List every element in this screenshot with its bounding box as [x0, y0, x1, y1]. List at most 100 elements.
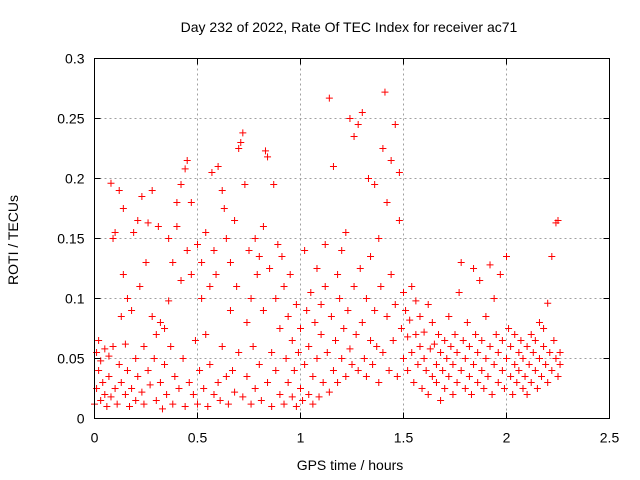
data-point: [402, 307, 410, 314]
data-point: [420, 328, 428, 336]
data-point: [259, 307, 267, 314]
y-tick-label: 0.25: [57, 111, 84, 127]
data-point: [465, 373, 473, 380]
data-point: [165, 235, 173, 242]
data-point: [554, 373, 562, 380]
data-point: [128, 385, 136, 392]
data-point: [253, 271, 261, 278]
data-point: [282, 355, 290, 362]
data-point: [535, 355, 543, 362]
data-point: [325, 388, 333, 396]
data-point: [214, 379, 222, 386]
data-point: [121, 340, 129, 348]
data-point: [342, 229, 350, 236]
data-point: [169, 259, 177, 266]
data-point: [346, 345, 354, 353]
data-point: [449, 391, 457, 398]
data-point: [482, 355, 490, 362]
x-tick-label: 0.5: [188, 430, 208, 446]
data-point: [377, 283, 385, 290]
data-point: [224, 400, 232, 408]
data-point: [175, 385, 183, 392]
data-point: [117, 313, 125, 320]
data-point: [303, 307, 311, 314]
data-point: [249, 343, 257, 350]
data-point: [432, 379, 440, 386]
data-point: [336, 295, 344, 302]
y-tick-label: 0.2: [65, 171, 85, 187]
data-point: [290, 367, 298, 374]
data-point: [111, 229, 119, 236]
data-point: [187, 271, 195, 278]
data-point: [362, 373, 370, 380]
data-point: [136, 283, 144, 290]
data-point: [488, 391, 496, 398]
data-point: [313, 265, 321, 272]
data-point: [222, 373, 230, 380]
data-point: [288, 337, 296, 344]
data-point: [272, 295, 280, 302]
data-point: [268, 403, 276, 410]
data-point: [311, 319, 319, 326]
data-point: [214, 163, 222, 170]
data-point: [538, 373, 546, 380]
data-point: [486, 343, 494, 350]
data-point: [470, 265, 478, 272]
data-point: [387, 271, 395, 278]
data-point: [385, 367, 393, 374]
data-point: [119, 271, 127, 278]
data-point: [443, 355, 451, 362]
data-point: [305, 391, 313, 398]
data-point: [358, 109, 366, 116]
data-point: [115, 187, 123, 194]
data-point: [389, 337, 397, 344]
data-point: [179, 355, 187, 362]
data-point: [319, 379, 327, 386]
data-point: [212, 271, 220, 278]
data-point: [266, 265, 274, 272]
data-point: [350, 133, 358, 140]
data-point: [467, 391, 475, 398]
data-point: [276, 391, 284, 398]
data-point: [144, 367, 152, 374]
data-point: [138, 193, 146, 200]
data-point: [105, 373, 113, 380]
data-point: [297, 325, 304, 332]
data-point: [154, 223, 162, 230]
data-point: [231, 388, 239, 396]
data-point: [321, 241, 329, 248]
data-point: [395, 169, 403, 176]
data-point: [544, 299, 552, 307]
data-point: [206, 283, 214, 290]
data-point: [400, 355, 407, 362]
data-point: [523, 391, 531, 398]
data-point: [550, 337, 558, 344]
data-point: [418, 385, 426, 392]
data-point: [548, 367, 556, 374]
y-tick-label: 0.3: [65, 51, 85, 67]
y-axis-title: ROTI / TECUs: [5, 195, 21, 285]
data-point: [183, 247, 191, 254]
data-point: [204, 403, 212, 410]
data-point: [410, 379, 418, 386]
data-point: [177, 277, 185, 284]
data-point: [474, 379, 482, 386]
data-point: [511, 331, 519, 338]
data-point: [472, 331, 480, 338]
data-point: [218, 187, 226, 194]
data-point: [430, 340, 438, 348]
data-point: [521, 373, 529, 380]
data-point: [544, 379, 552, 386]
data-point: [511, 361, 519, 368]
data-point: [261, 147, 269, 155]
data-point: [439, 367, 447, 374]
data-point: [383, 313, 391, 320]
data-point: [486, 261, 494, 269]
data-point: [338, 247, 346, 254]
data-point: [482, 313, 490, 320]
data-point: [130, 229, 138, 236]
data-point: [109, 343, 117, 350]
data-point: [152, 397, 160, 404]
data-point: [161, 325, 169, 332]
